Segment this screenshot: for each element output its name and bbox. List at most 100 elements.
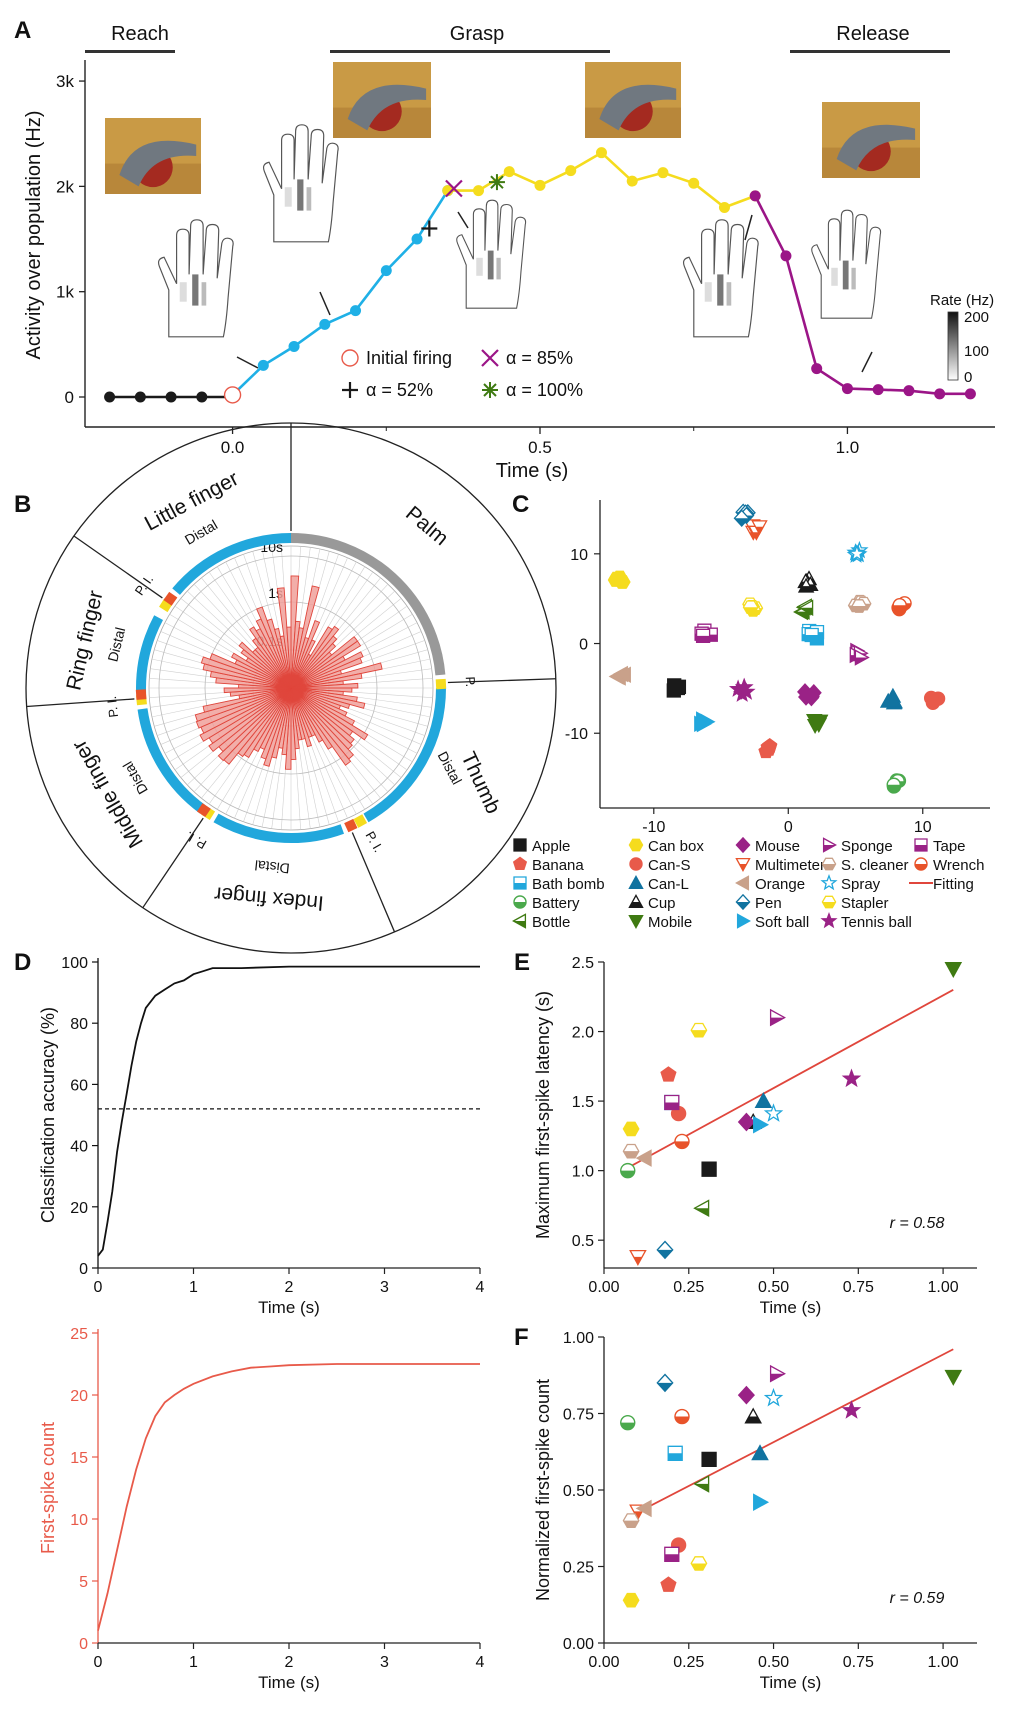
c-legend-marker-17-shape	[820, 873, 838, 891]
c-legend-marker-6	[629, 857, 643, 871]
c-legend-marker-11-fill	[739, 864, 747, 871]
b-bar	[199, 687, 292, 742]
hand-icon-reach-shade-1	[192, 274, 199, 306]
c-legend-marker-21-fill	[915, 864, 927, 870]
a-ytick-label: 0	[65, 388, 74, 407]
b-bar	[290, 687, 369, 741]
photo-reach	[105, 118, 201, 194]
b-sublabel-index-pi: P. I.	[183, 828, 209, 852]
c-legend-label-5: Can box	[648, 838, 704, 855]
c-legend-label-2: Bath bomb	[532, 876, 605, 893]
b-segment-square	[163, 591, 178, 606]
D-bottom-xtick-label: 3	[380, 1654, 389, 1671]
E-point-soft-ball	[753, 1115, 770, 1134]
F-fit-line	[627, 1348, 954, 1519]
b-region-separator	[142, 817, 204, 909]
a-series-point-reach_baseline	[104, 391, 116, 403]
c-point-mouse	[797, 683, 814, 701]
c-point-orange	[615, 666, 631, 684]
c-legend-marker-21	[914, 857, 928, 871]
b-arc-index	[213, 813, 345, 844]
photo-grasp-late	[585, 62, 681, 138]
F-point-spray	[763, 1387, 784, 1407]
E-ylabel: Maximum first-spike latency (s)	[533, 991, 553, 1239]
c-point-bottle-fill	[799, 607, 813, 615]
F-point-can-box-shape	[622, 1592, 640, 1608]
E-point-wrench	[674, 1133, 690, 1150]
E-point-battery	[620, 1162, 636, 1179]
F-xtick-label: 0.00	[588, 1654, 619, 1671]
c-point-spray-shape	[847, 544, 867, 562]
F-point-banana-shape	[660, 1576, 677, 1592]
E-point-can-l	[754, 1092, 773, 1109]
hand-icon-release-shade-2	[851, 267, 856, 290]
c-legend-label-17: Spray	[841, 876, 881, 893]
b-sublabel-ring-distal: Distal	[104, 626, 128, 664]
phase-bar-reach	[85, 50, 175, 53]
E-point-soft-ball-shape	[753, 1115, 770, 1134]
c-legend-label-14: Soft ball	[755, 914, 809, 931]
c-legend-marker-1	[512, 856, 528, 871]
c-point-mobile-shape	[811, 714, 829, 730]
E-xtick-label: 1.00	[928, 1279, 959, 1296]
F-point-can-l-shape	[751, 1444, 769, 1461]
F-ytick-label: 1.00	[563, 1330, 594, 1347]
E-point-sponge-fill	[770, 1017, 785, 1026]
a-legend-marker-2	[342, 382, 358, 398]
a-ytick-label: 2k	[56, 177, 74, 196]
b-arc-palm	[290, 533, 446, 676]
D-bottom-xtick-label: 2	[285, 1654, 294, 1671]
b-segment-square	[135, 689, 147, 700]
hand-icon-reach-shade-2	[201, 282, 207, 306]
hand-icon-grasp-mid-shade-2	[496, 257, 501, 280]
D-top-xtick-label: 2	[285, 1279, 294, 1296]
b-bar	[290, 687, 333, 750]
a-series-point-rise	[350, 305, 362, 317]
F-point-multimeter-fill	[633, 1511, 643, 1520]
E-point-tennis-ball	[841, 1068, 862, 1088]
b-label-index: Index finger	[213, 882, 324, 914]
c-point-pen	[733, 509, 750, 527]
c-legend-label-8: Cup	[648, 895, 676, 912]
b-sublabel-middle-distal: Distal	[119, 759, 150, 797]
D-top-ytick-label: 60	[70, 1077, 88, 1094]
c-legend-marker-9-shape	[628, 914, 644, 929]
c-point-multimeter-fill	[752, 532, 761, 540]
E-ytick-label: 1.0	[572, 1164, 594, 1181]
F-point-tape	[664, 1546, 680, 1562]
c-legend-marker-19	[820, 911, 838, 929]
E-point-stapler	[690, 1022, 708, 1038]
c-point-can-s	[923, 690, 939, 706]
c-legend-marker-17	[820, 873, 838, 891]
c-legend-label-0: Apple	[532, 838, 570, 855]
c-legend: Apple Banana Bath bomb Battery Bottle Can box…	[512, 836, 984, 931]
E-point-battery-fill	[620, 1170, 635, 1178]
F-point-wrench-fill	[674, 1416, 689, 1424]
F-point-s-cleaner-fill	[623, 1520, 639, 1528]
c-legend-label-9: Mobile	[648, 914, 692, 931]
F-ytick-label: 0.00	[563, 1636, 594, 1653]
c-point-soft-ball-shape	[694, 715, 710, 733]
a-legend-marker-2-shape	[342, 382, 358, 398]
F-point-battery-fill	[620, 1422, 635, 1430]
c-legend-label-1: Banana	[532, 857, 584, 874]
a-legend-label-0: Initial firing	[366, 348, 452, 368]
b-bar	[290, 635, 338, 689]
E-point-s-cleaner-fill	[623, 1151, 639, 1158]
a-legend-marker-3	[482, 382, 498, 398]
F-point-orange-shape	[635, 1499, 652, 1518]
hand-icon-grasp-early-shade-2	[306, 187, 312, 211]
b-bar	[274, 627, 292, 689]
E-annotation: r = 0.58	[890, 1215, 945, 1232]
F-ytick-label: 0.50	[563, 1483, 594, 1500]
c-point-tape	[695, 628, 711, 643]
b-bar	[290, 662, 383, 689]
c-legend-label-12: Orange	[755, 876, 805, 893]
b-sublabel-thumb-pi: P. I.	[362, 829, 386, 855]
E-ytick-label: 2.0	[572, 1025, 594, 1042]
D-top-line	[97, 965, 480, 1257]
c-legend-marker-0	[513, 838, 527, 852]
c-legend-marker-10	[735, 836, 751, 854]
E-point-sponge	[769, 1008, 786, 1027]
